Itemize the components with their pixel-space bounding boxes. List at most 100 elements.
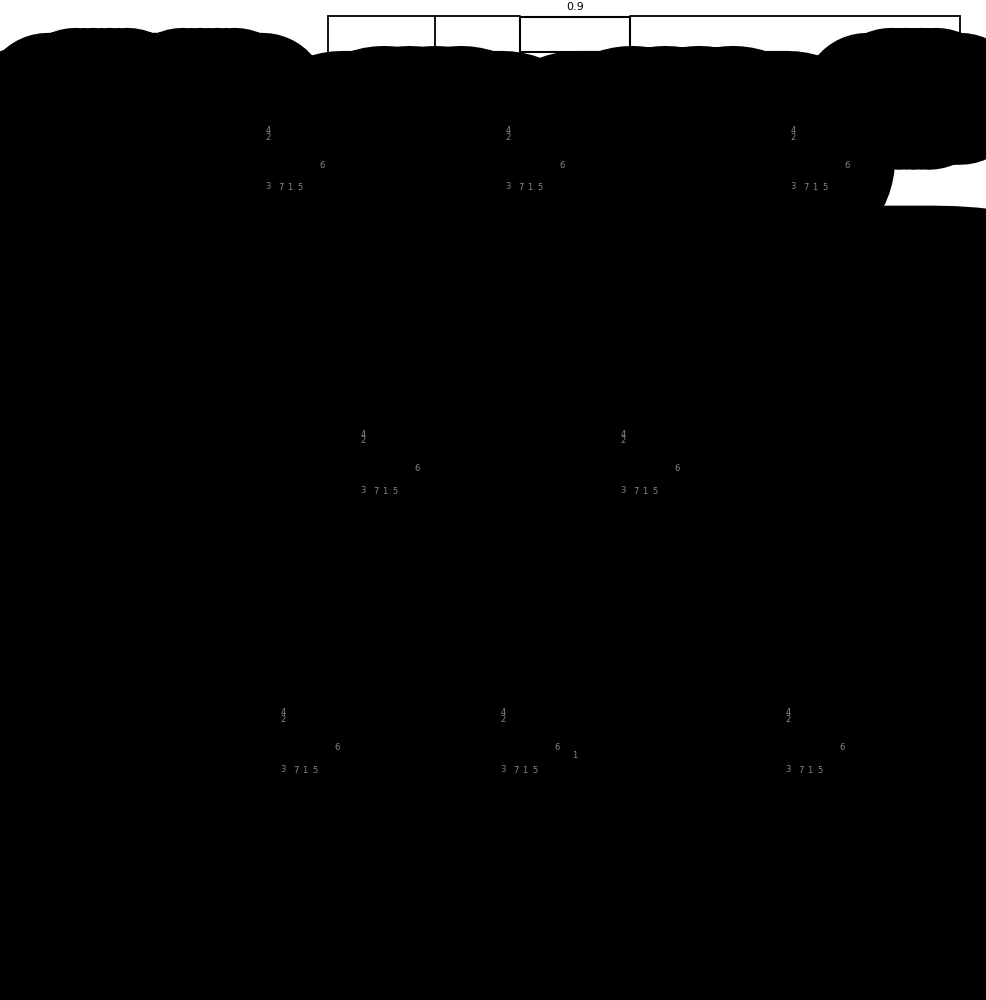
Text: -: - (789, 721, 795, 735)
Text: 1: 1 (811, 183, 816, 192)
Text: 5: 5 (531, 766, 537, 775)
Bar (69, 720, 110, 762)
Text: x: x (77, 467, 83, 477)
Text: 2: 2 (500, 715, 505, 724)
Text: y: y (15, 739, 24, 754)
Text: VDD: VDD (443, 880, 466, 890)
Bar (515, 629, 624, 664)
Text: R16: R16 (901, 81, 925, 91)
Text: 3: 3 (505, 182, 511, 191)
Text: 4: 4 (280, 708, 286, 717)
Text: 6: 6 (843, 161, 849, 170)
Text: AR1: AR1 (287, 143, 313, 153)
Text: -15V: -15V (458, 368, 481, 378)
Text: VDD: VDD (428, 601, 452, 611)
Text: VDD: VDD (448, 302, 471, 312)
Text: +: + (501, 748, 513, 762)
Text: 3: 3 (265, 182, 270, 191)
Text: 0.1 V/V: 0.1 V/V (73, 773, 107, 783)
Text: +: + (621, 469, 633, 483)
Text: 2: 2 (280, 715, 286, 724)
Text: AR2: AR2 (528, 143, 552, 153)
Text: 5: 5 (536, 183, 542, 192)
Text: 1: 1 (572, 751, 577, 760)
Text: A2: A2 (90, 426, 106, 436)
Text: 6: 6 (334, 743, 339, 752)
Text: -: - (624, 442, 630, 456)
Text: R32: R32 (171, 758, 195, 768)
Text: X: X (15, 460, 26, 475)
Text: -: - (509, 138, 515, 152)
Text: R34: R34 (407, 723, 432, 733)
Text: AR7: AR7 (522, 725, 547, 735)
Text: 15V: 15V (445, 889, 464, 899)
Text: 0.9: 0.9 (561, 614, 578, 624)
Text: R15: R15 (669, 141, 694, 151)
Text: y: y (15, 136, 24, 151)
Text: 1: 1 (527, 183, 532, 192)
Text: 1: 1 (302, 766, 308, 775)
Text: X: X (38, 443, 48, 457)
Text: 15V: 15V (430, 611, 449, 621)
Text: 0.1 V/V: 0.1 V/V (81, 494, 115, 504)
Text: 2: 2 (620, 436, 625, 445)
Text: X: X (15, 425, 26, 440)
Text: 741: 741 (389, 470, 410, 480)
Text: 3: 3 (620, 486, 625, 495)
Text: VCC: VCC (434, 599, 456, 609)
Text: 6: 6 (553, 743, 559, 752)
Text: 15V: 15V (450, 312, 469, 322)
Text: -: - (364, 442, 370, 456)
Bar (520, 17, 629, 52)
Text: AR4: AR4 (383, 447, 407, 457)
Text: 3: 3 (500, 765, 506, 774)
Text: y: y (77, 447, 83, 457)
Text: 5: 5 (816, 766, 821, 775)
Text: 5: 5 (392, 487, 397, 496)
Text: 0 V: 0 V (82, 783, 98, 793)
Text: 0.9: 0.9 (566, 2, 584, 12)
Text: -15V: -15V (433, 589, 456, 599)
Text: Z: Z (15, 771, 26, 786)
Text: 1: 1 (382, 487, 387, 496)
Text: 741: 741 (294, 166, 316, 176)
Text: R24: R24 (508, 444, 531, 454)
Text: +: + (266, 165, 278, 179)
Text: 6: 6 (414, 464, 419, 473)
Text: R31: R31 (203, 723, 227, 733)
Text: R13: R13 (196, 81, 221, 91)
Text: 7: 7 (513, 766, 519, 775)
Text: +: + (791, 165, 803, 179)
Text: 4: 4 (500, 708, 505, 717)
Text: AR3: AR3 (811, 143, 836, 153)
Text: A1: A1 (82, 705, 98, 715)
Text: +: + (786, 748, 798, 762)
Text: 4: 4 (360, 430, 366, 439)
Text: 2: 2 (790, 133, 795, 142)
Text: AR6: AR6 (302, 725, 327, 735)
Text: 6: 6 (318, 161, 324, 170)
Text: 3: 3 (785, 765, 790, 774)
Text: 4: 4 (790, 126, 795, 135)
Text: 7: 7 (633, 487, 638, 496)
Bar (77, 441, 119, 483)
Text: X: X (15, 706, 26, 721)
Text: 3: 3 (360, 486, 366, 495)
Text: 1: 1 (807, 766, 811, 775)
Text: VCC: VCC (458, 378, 480, 388)
Text: 741: 741 (309, 749, 330, 759)
Text: -: - (284, 721, 290, 735)
Text: 741: 741 (813, 749, 835, 759)
Text: -: - (504, 721, 510, 735)
Text: X: X (38, 467, 48, 481)
Text: 741: 741 (818, 166, 840, 176)
Text: -15V: -15V (423, 81, 446, 91)
Text: 0.9: 0.9 (605, 345, 623, 355)
Text: z: z (15, 490, 23, 505)
Text: 6: 6 (838, 743, 844, 752)
Text: 5: 5 (312, 766, 317, 775)
Text: 4: 4 (785, 708, 790, 717)
Text: 5: 5 (297, 183, 303, 192)
Text: 6: 6 (673, 464, 678, 473)
Text: 741: 741 (649, 470, 669, 480)
